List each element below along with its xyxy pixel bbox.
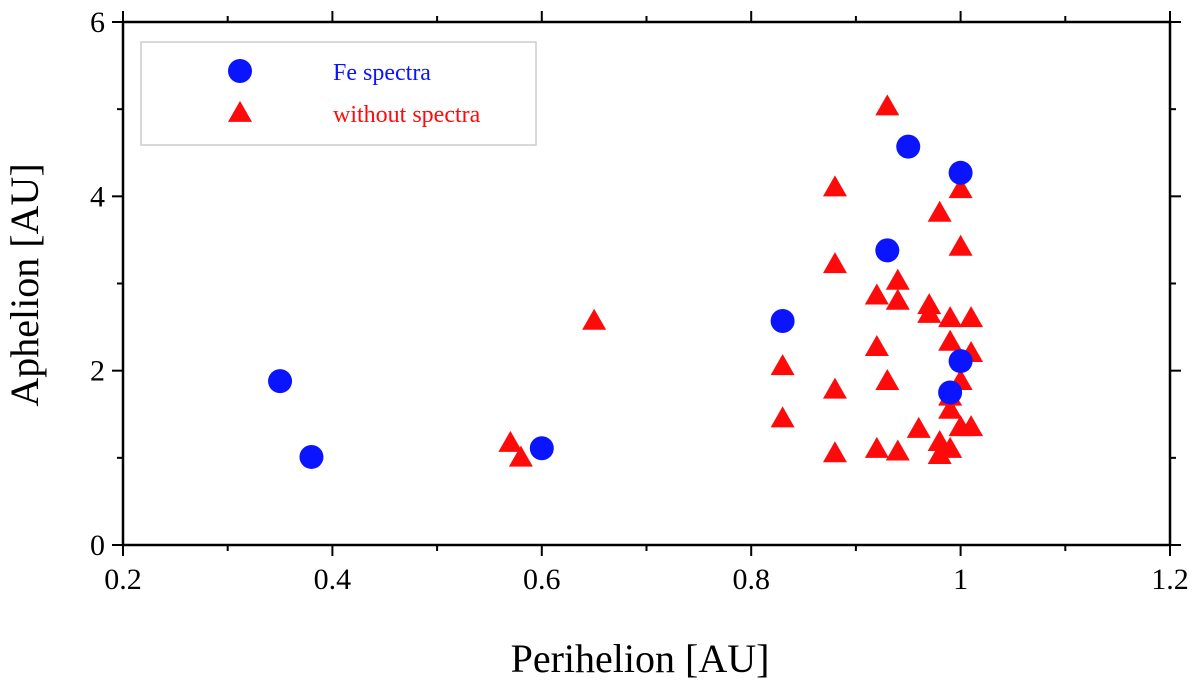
data-point-circle [948, 160, 973, 185]
x-axis-label: Perihelion [AU] [511, 636, 770, 681]
data-point-circle [268, 369, 293, 394]
data-point-triangle [885, 268, 910, 290]
data-point-triangle [938, 397, 963, 419]
legend-label-fe-spectra: Fe spectra [333, 60, 431, 86]
legend-box [140, 41, 537, 146]
data-point-triangle [582, 308, 607, 330]
data-point-triangle [864, 283, 889, 305]
x-tick-label: 0.6 [523, 563, 561, 596]
data-point-circle [770, 308, 795, 333]
data-point-triangle [938, 329, 963, 351]
axis-ticks [112, 11, 1181, 556]
tick-labels: 0.2 0.4 0.6 0.8 1 1.2 0 2 4 6 [90, 6, 1189, 596]
y-tick-label: 2 [90, 355, 105, 388]
x-tick-label: 0.2 [104, 563, 142, 596]
x-tick-label: 0.8 [732, 563, 770, 596]
legend-triangle-icon [228, 100, 252, 122]
data-point-triangle [864, 436, 889, 458]
x-tick-label: 1.2 [1151, 563, 1189, 596]
data-point-triangle [938, 436, 963, 458]
data-point-triangle [948, 177, 973, 199]
legend-label-without-spectra: without spectra [333, 102, 481, 128]
data-point-triangle [498, 430, 523, 452]
data-point-triangle [906, 416, 931, 438]
series-fe-spectra [268, 134, 973, 469]
data-point-circle [529, 436, 554, 461]
x-tick-label: 1 [953, 563, 968, 596]
data-point-circle [299, 444, 324, 469]
data-points [268, 94, 984, 469]
data-point-triangle [822, 175, 847, 197]
data-point-triangle [948, 234, 973, 256]
data-point-triangle [885, 439, 910, 461]
data-point-triangle [917, 301, 942, 323]
legend-circle-icon [228, 59, 252, 83]
y-axis-label: Aphelion [AU] [2, 163, 47, 406]
data-point-triangle [864, 334, 889, 356]
legend-marker-without-spectra [228, 100, 252, 122]
y-tick-label: 6 [90, 6, 105, 39]
data-point-triangle [885, 288, 910, 310]
data-point-triangle [875, 94, 900, 116]
data-point-circle [948, 349, 973, 374]
data-point-triangle [822, 377, 847, 399]
y-tick-label: 4 [90, 180, 105, 213]
data-point-triangle [875, 368, 900, 390]
data-point-triangle [770, 354, 795, 376]
legend-marker-fe-spectra [228, 59, 252, 83]
x-tick-label: 0.4 [314, 563, 352, 596]
data-point-triangle [959, 306, 984, 328]
data-point-triangle [959, 415, 984, 437]
data-point-circle [938, 380, 963, 405]
data-point-circle [875, 238, 900, 263]
data-point-triangle [927, 443, 952, 465]
series-without-spectra [498, 94, 984, 467]
data-point-circle [896, 134, 921, 159]
legend: Fe spectra without spectra [140, 41, 537, 146]
data-point-triangle [822, 441, 847, 463]
data-point-triangle [508, 445, 533, 467]
data-point-triangle [927, 200, 952, 222]
data-point-triangle [938, 306, 963, 328]
data-point-triangle [770, 406, 795, 428]
y-tick-label: 0 [90, 529, 105, 562]
data-point-triangle [822, 252, 847, 274]
